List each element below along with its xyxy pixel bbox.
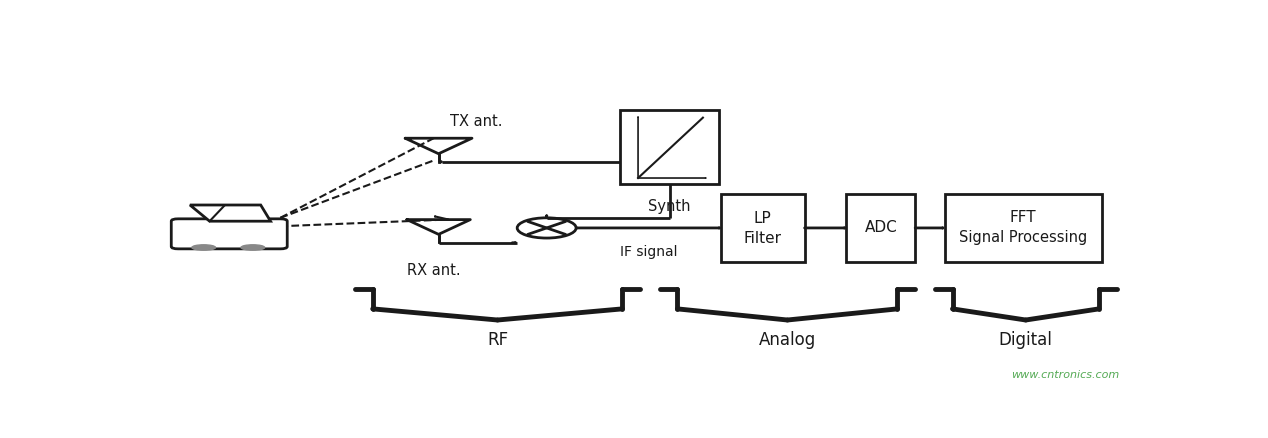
Ellipse shape	[241, 245, 265, 250]
Bar	[945, 194, 1102, 261]
Text: FFT: FFT	[1011, 210, 1036, 225]
Bar	[721, 194, 805, 261]
Text: ADC: ADC	[865, 220, 898, 236]
Text: Filter: Filter	[744, 230, 782, 246]
Text: Synth: Synth	[648, 199, 691, 214]
Text: LP: LP	[754, 211, 772, 226]
Text: Digital: Digital	[999, 331, 1052, 349]
Text: RX ant.: RX ant.	[407, 263, 460, 278]
Ellipse shape	[191, 245, 216, 250]
Bar	[620, 110, 719, 184]
Bar	[847, 194, 915, 261]
Text: Analog: Analog	[758, 331, 817, 349]
FancyBboxPatch shape	[171, 219, 288, 249]
Polygon shape	[190, 205, 270, 221]
Text: www.cntronics.com: www.cntronics.com	[1012, 370, 1120, 380]
Text: IF signal: IF signal	[620, 244, 677, 258]
Text: TX ant.: TX ant.	[450, 114, 503, 129]
Text: Signal Processing: Signal Processing	[959, 230, 1088, 245]
Text: RF: RF	[487, 331, 508, 349]
